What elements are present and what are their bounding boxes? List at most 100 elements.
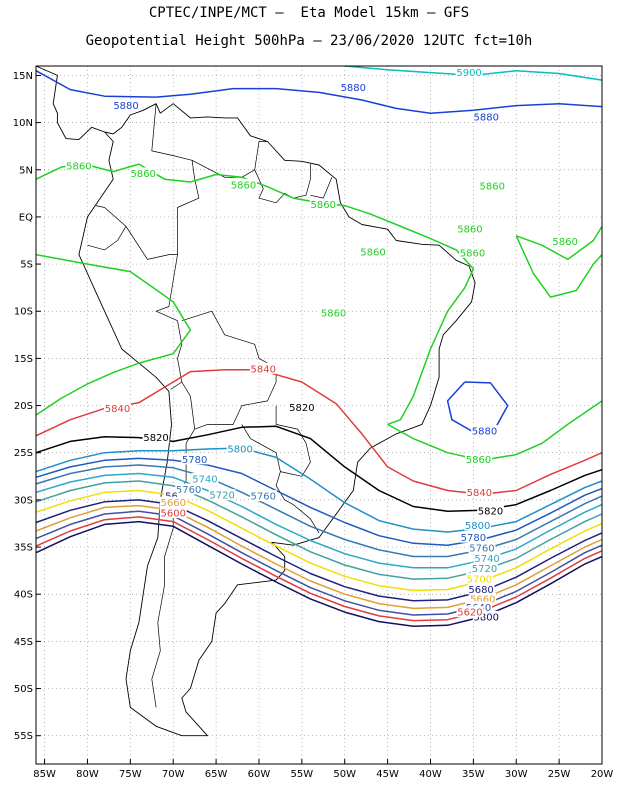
contour-label-bg — [65, 159, 93, 171]
lon-tick-label: 50W — [333, 769, 356, 780]
contour-line-5720 — [35, 480, 603, 580]
contour-label-bg — [230, 178, 257, 190]
coastline — [35, 65, 105, 141]
lon-tick-label: 45W — [376, 769, 399, 780]
contour-label: 5680 — [468, 585, 493, 596]
contour-label-bg — [129, 167, 157, 179]
contour-label: 5780 — [182, 455, 207, 466]
land-boundaries — [35, 65, 476, 737]
contour-label-bg — [465, 573, 493, 585]
axis-ticks: 85W 80W 75W 70W 65W 60W 55W 50W 45W 40W 35W 30W 25W 2… — [13, 71, 614, 780]
contour-labels: 5900 5880 5880 5880 5880 5860 5860 5860 5860 5860… — [65, 66, 579, 623]
contour-label: 5800 — [474, 612, 499, 623]
contour-label: 5860 — [360, 247, 385, 258]
contour-line-5860 — [387, 400, 603, 462]
lat-tick-label: 5S — [20, 260, 33, 271]
contour-label: 5840 — [467, 488, 492, 499]
contour-label: 5760 — [469, 543, 494, 554]
contour-label-bg — [459, 246, 486, 258]
contour-label-bg — [477, 505, 504, 517]
lon-tick-label: 60W — [248, 769, 271, 780]
contour-label-bg — [175, 483, 203, 495]
contour-line-5600 — [35, 520, 603, 628]
lat-tick-label: 30S — [14, 495, 33, 506]
lon-tick-label: 30W — [505, 769, 528, 780]
contour-label: 5620 — [457, 608, 482, 619]
contour-line-5780 — [35, 457, 603, 546]
contour-label: 5700 — [467, 575, 492, 586]
contour-line-5860 — [35, 253, 192, 416]
contour-label-bg — [159, 496, 187, 508]
contour-label: 5820 — [478, 507, 503, 518]
contour-label: 5800 — [227, 444, 252, 455]
lon-tick-label: 55W — [291, 769, 314, 780]
map-frame — [35, 65, 603, 765]
contour-label-bg — [467, 583, 495, 595]
lon-tick-label: 40W — [419, 769, 442, 780]
contour-label-bg — [164, 490, 179, 502]
contour-label: 5780 — [461, 533, 486, 544]
lat-tick-label: 45S — [14, 637, 33, 648]
contour-label: 5820 — [143, 433, 168, 444]
contour-label: 5880 — [472, 427, 497, 438]
contour-label-bg — [551, 235, 579, 247]
contour-label-bg — [455, 66, 483, 78]
country-border — [254, 164, 311, 204]
contour-label-bg — [473, 552, 501, 564]
contour-label-bg — [472, 110, 500, 122]
lat-tick-label: 50S — [14, 684, 33, 695]
contour-label: 5860 — [66, 161, 91, 172]
contour-label-bg — [191, 473, 219, 485]
lon-tick-label: 75W — [119, 769, 142, 780]
contour-label: 5900 — [456, 68, 481, 79]
contour-line-5860 — [35, 163, 475, 426]
country-border — [275, 471, 320, 534]
contour-label: 5660 — [470, 594, 495, 605]
contour-line-5860 — [515, 226, 603, 261]
lon-tick-label: 35W — [462, 769, 485, 780]
contour-label: 5720 — [209, 491, 234, 502]
lat-tick-label: 20S — [14, 401, 33, 412]
lon-tick-label: 85W — [33, 769, 56, 780]
map-title-line-2: Geopotential Height 500hPa – 23/06/2020 … — [85, 33, 533, 49]
contour-label-bg — [320, 307, 347, 319]
contour-line-5760 — [35, 464, 603, 558]
lat-tick-label: 25S — [14, 448, 33, 459]
contour-label: 5880 — [474, 112, 499, 123]
contour-label: 5600 — [160, 509, 185, 520]
country-border — [191, 141, 268, 178]
contour-label: 5840 — [251, 364, 276, 375]
lon-tick-label: 65W — [205, 769, 228, 780]
lat-tick-label: 10S — [14, 307, 33, 318]
contour-label: 5860 — [231, 180, 256, 191]
contour-line-5880 — [35, 70, 603, 114]
country-border — [151, 428, 195, 708]
contour-label: 5860 — [460, 248, 485, 259]
contour-label-bg — [465, 453, 492, 465]
contour-line-5620 — [35, 516, 603, 622]
contour-label: 5840 — [105, 404, 130, 415]
contour-label-bg — [249, 490, 277, 502]
contour-label-bg — [456, 606, 484, 618]
contour-label-bg — [104, 402, 131, 414]
contour-label: 5760 — [251, 492, 276, 503]
contour-label: 5880 — [341, 83, 366, 94]
lat-tick-label: 5N — [19, 165, 33, 176]
contour-line-5860 — [515, 235, 603, 298]
lon-tick-label: 20W — [591, 769, 614, 780]
contour-label: 5880 — [113, 101, 138, 112]
contour-label-bg — [478, 179, 506, 191]
contour-label-bg — [288, 401, 316, 413]
contour-label: 5720 — [472, 564, 497, 575]
contour-label: 5820 — [289, 403, 314, 414]
contour-label-bg — [142, 431, 170, 443]
contour-label: 5860 — [130, 169, 155, 180]
contour-label: 5860 — [466, 455, 491, 466]
contour-label-bg — [472, 610, 500, 622]
contour-label-bg — [456, 223, 484, 235]
lat-tick-label: 10N — [13, 118, 33, 129]
contour-line-5820 — [35, 425, 603, 512]
country-border — [87, 226, 127, 251]
contour-label-bg — [471, 425, 498, 437]
contour-label: 5740 — [192, 475, 217, 486]
